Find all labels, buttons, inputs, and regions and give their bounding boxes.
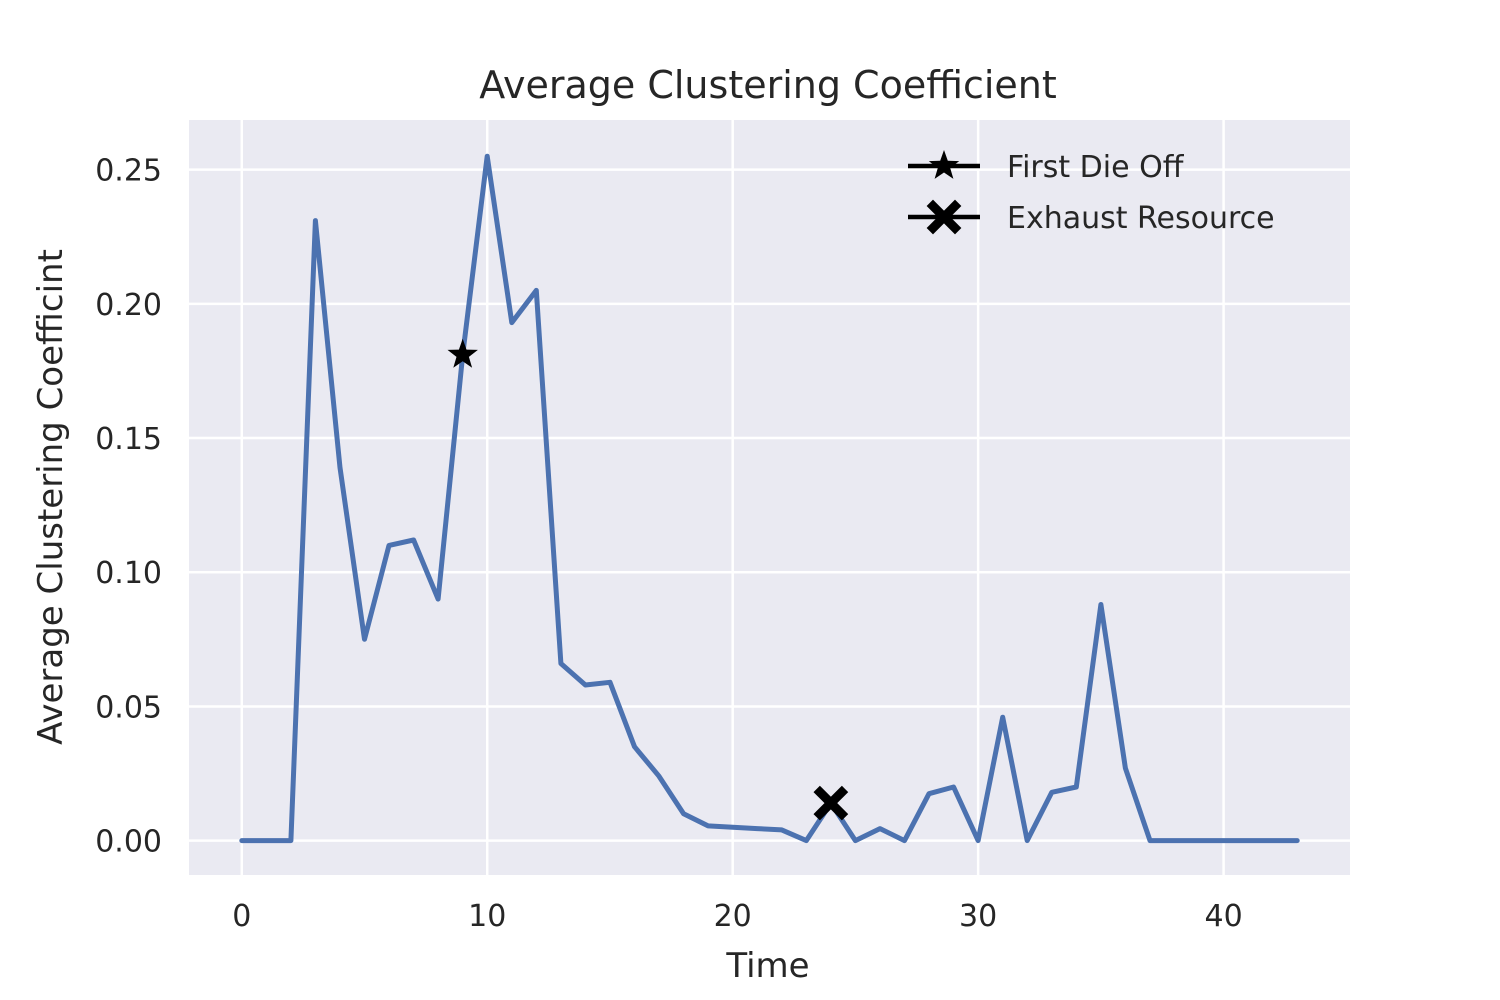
x-tick-label: 30: [959, 899, 997, 934]
x-marker: [813, 785, 849, 821]
x-tick-label: 0: [232, 899, 251, 934]
x-legend-marker: [926, 199, 962, 235]
x-tick-label: 20: [714, 899, 752, 934]
x-tick-label: 10: [468, 899, 506, 934]
star-legend-marker: [928, 150, 960, 179]
y-tick-label: 0.05: [95, 690, 162, 725]
y-tick-labels: 0.00 0.05 0.10 0.15 0.20 0.25: [95, 154, 162, 860]
y-axis-label: Average Clustering Coefficint: [31, 249, 71, 745]
x-axis-label: Time: [725, 946, 809, 986]
y-tick-label: 0.15: [95, 422, 162, 457]
y-tick-label: 0.20: [95, 288, 162, 323]
legend: First Die Off Exhaust Resource: [908, 150, 1275, 236]
y-tick-label: 0.25: [95, 154, 162, 189]
series-layer: [239, 153, 1300, 844]
x-tick-label: 40: [1204, 899, 1242, 934]
marker-layer: [447, 338, 849, 821]
legend-label: First Die Off: [1007, 150, 1185, 185]
legend-item: Exhaust Resource: [908, 199, 1275, 236]
star-marker: [447, 338, 478, 368]
legend-item: First Die Off: [908, 150, 1185, 185]
legend-label: Exhaust Resource: [1007, 201, 1275, 236]
x-gridlines: [240, 120, 1225, 875]
x-tick-labels: 0 10 20 30 40: [232, 899, 1242, 934]
y-tick-label: 0.10: [95, 556, 162, 591]
plot-area: [189, 120, 1350, 875]
y-tick-label: 0.00: [95, 825, 162, 860]
chart-title: Average Clustering Coefficient: [479, 63, 1057, 107]
series-line: [239, 153, 1300, 844]
